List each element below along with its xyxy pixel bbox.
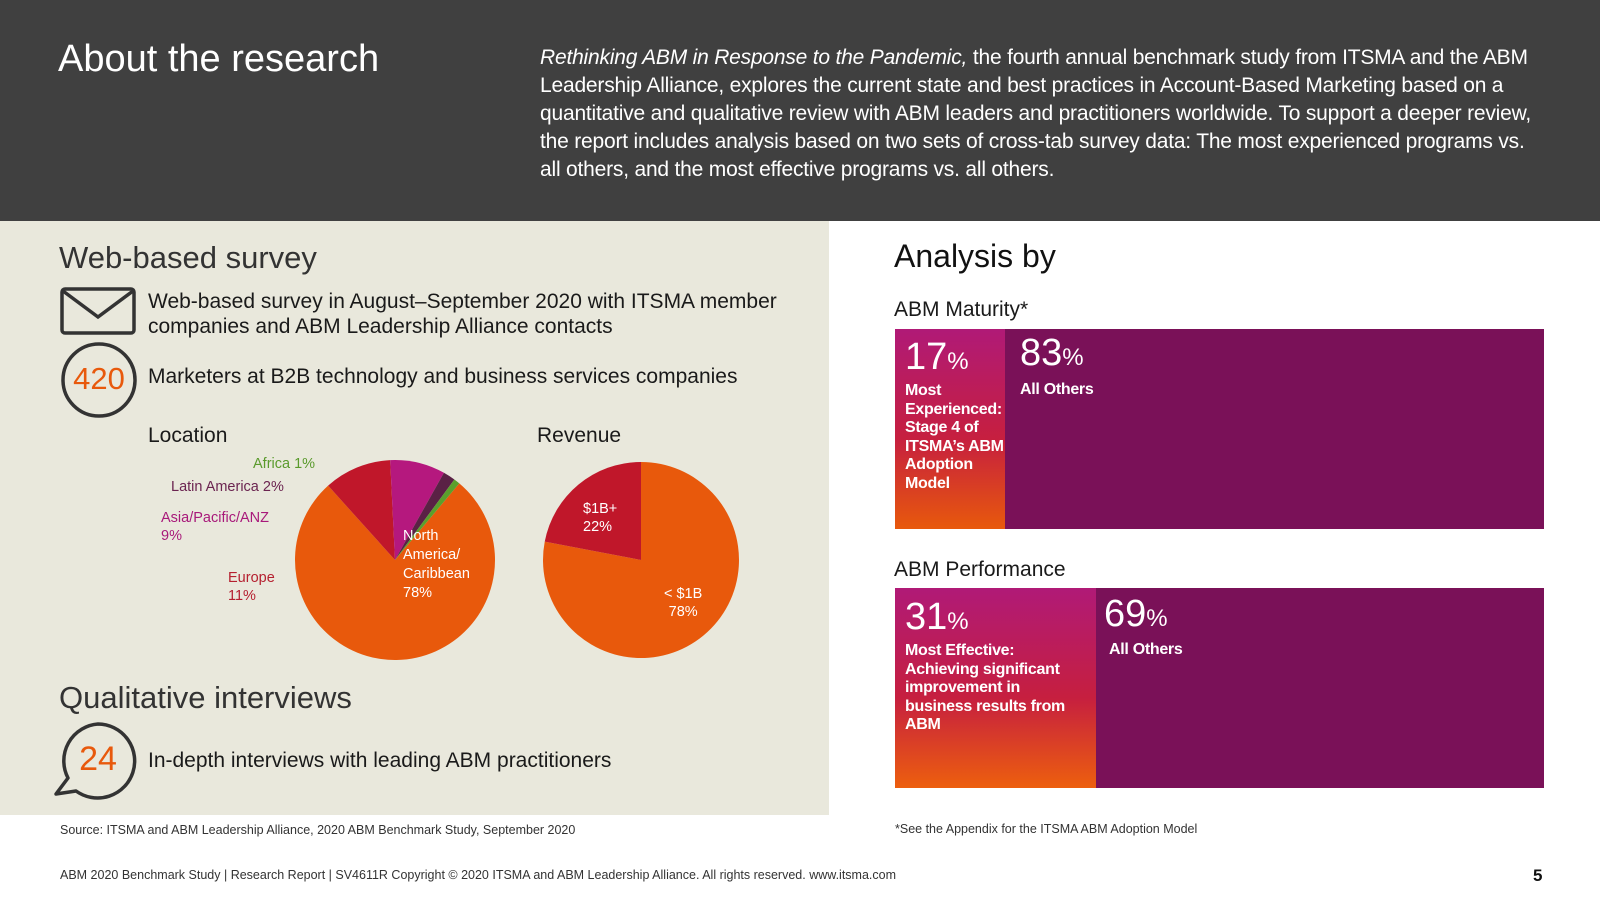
interview-description: In-depth interviews with leading ABM pra… — [148, 749, 612, 772]
revenue-pie-chart — [543, 462, 739, 658]
revenue-chart-title: Revenue — [537, 424, 622, 447]
maturity-heading: ABM Maturity* — [894, 298, 1029, 321]
percent-sign: % — [1062, 344, 1084, 371]
location-slice-latin-america — [395, 472, 455, 560]
respondent-count: 420 — [73, 361, 125, 396]
pie-label-small-name: < $1B — [664, 586, 703, 602]
maturity-main-value: 17 — [905, 336, 948, 378]
maturity-main-description: Most Experienced: Stage 4 of ITSMA’s ABM… — [905, 382, 1004, 492]
survey-title: Web-based survey — [59, 240, 317, 275]
pie-label-large-name: $1B+ — [583, 501, 618, 517]
pie-label-europe-value: 11% — [228, 588, 256, 604]
pie-label-na-line3: Caribbean — [403, 566, 470, 582]
pie-label-europe-name: Europe — [228, 570, 275, 586]
performance-heading: ABM Performance — [894, 558, 1066, 581]
performance-most-effective-segment: 31% Most Effective: Achieving significan… — [895, 588, 1097, 788]
maturity-bar: 17% Most Experienced: Stage 4 of ITSMA’s… — [895, 329, 1544, 529]
performance-other-description: All Others — [1109, 641, 1183, 658]
page-number: 5 — [1533, 866, 1543, 885]
performance-bar: 31% Most Effective: Achieving significan… — [895, 588, 1544, 788]
percent-sign: % — [1146, 605, 1168, 632]
survey-description: Web-based survey in August–September 202… — [148, 290, 777, 338]
pie-label-large-value: 22% — [583, 519, 613, 535]
interviews-title: Qualitative interviews — [59, 680, 352, 715]
revenue-slice-1b — [544, 462, 641, 560]
footer-copyright: ABM 2020 Benchmark Study | Research Repo… — [60, 868, 897, 882]
location-pie-chart — [295, 460, 495, 660]
respondent-count-circle — [61, 342, 137, 418]
pie-label-na-line2: America/ — [403, 547, 461, 563]
location-slice-europe — [328, 460, 395, 560]
study-title: Rethinking ABM in Response to the Pandem… — [540, 46, 968, 69]
respondent-description: Marketers at B2B technology and business… — [148, 365, 738, 388]
maturity-other-percent: 83% — [1020, 333, 1084, 378]
location-slice-asia-pacific-anz — [390, 460, 444, 560]
intro-paragraph: Rethinking ABM in Response to the Pandem… — [540, 44, 1550, 184]
pie-label-apac-name: Asia/Pacific/ANZ — [161, 510, 269, 526]
interview-count: 24 — [79, 740, 117, 778]
analysis-title: Analysis by — [894, 238, 1056, 274]
location-slice-africa — [395, 479, 460, 560]
performance-main-description: Most Effective: Achieving significant im… — [905, 642, 1065, 734]
maturity-other-description: All Others — [1020, 381, 1094, 398]
intro-text: the fourth annual benchmark study from I… — [540, 46, 1532, 181]
source-note: Source: ITSMA and ABM Leadership Allianc… — [60, 823, 576, 837]
envelope-icon — [60, 287, 136, 335]
performance-other-percent: 69% — [1104, 594, 1168, 639]
pie-label-africa: Africa 1% — [253, 456, 316, 472]
performance-other-value: 69 — [1104, 593, 1147, 635]
appendix-note: *See the Appendix for the ITSMA ABM Adop… — [895, 822, 1198, 836]
pie-label-europe: Europe 11% — [228, 569, 275, 605]
pie-label-small-value: 78% — [668, 604, 698, 620]
location-chart-title: Location — [148, 424, 228, 447]
pie-label-latin-america: Latin America 2% — [171, 479, 284, 495]
pie-label-na-value: 78% — [403, 585, 433, 601]
maturity-other-value: 83 — [1020, 332, 1063, 374]
pie-label-apac-value: 9% — [161, 528, 182, 544]
performance-main-percent: 31% — [905, 597, 969, 642]
performance-main-value: 31 — [905, 596, 948, 638]
maturity-most-experienced-segment: 17% Most Experienced: Stage 4 of ITSMA’s… — [895, 329, 1006, 529]
percent-sign: % — [947, 348, 969, 375]
speech-bubble-icon — [54, 722, 137, 800]
pie-label-revenue-small: < $1B 78% — [664, 585, 702, 621]
header-band: About the research Rethinking ABM in Res… — [0, 0, 1600, 221]
page-title: About the research — [58, 38, 380, 80]
pie-label-north-america: North America/Caribbean 78% — [403, 527, 470, 603]
maturity-main-percent: 17% — [905, 337, 969, 382]
location-slice-north-america-caribbean — [295, 483, 495, 660]
percent-sign: % — [947, 608, 969, 635]
pie-label-na-line1: North — [403, 528, 439, 544]
pie-label-apac: Asia/Pacific/ANZ 9% — [161, 509, 269, 545]
pie-label-revenue-large: $1B+ 22% — [583, 500, 617, 536]
